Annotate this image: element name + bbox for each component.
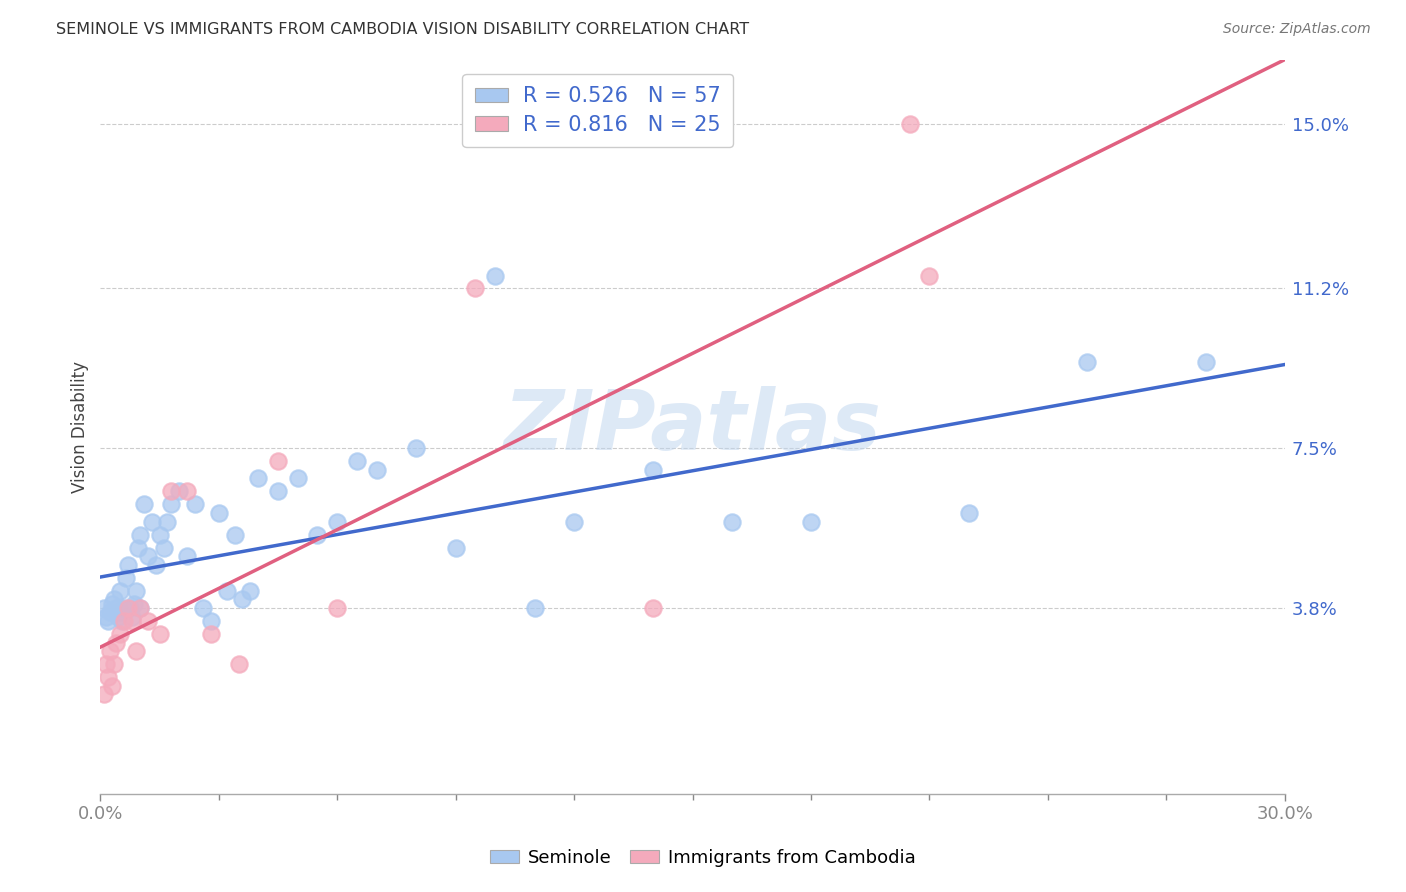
Point — [1195, 355, 1218, 369]
Point — [101, 597, 124, 611]
Point — [98, 605, 121, 619]
Point — [128, 601, 150, 615]
Point — [121, 614, 143, 628]
Point — [1076, 355, 1098, 369]
Point — [96, 609, 118, 624]
Point — [326, 601, 349, 615]
Point — [101, 679, 124, 693]
Point — [111, 614, 134, 628]
Point — [125, 583, 148, 598]
Point — [152, 541, 174, 555]
Point — [176, 549, 198, 564]
Point — [105, 635, 128, 649]
Point — [326, 515, 349, 529]
Point — [267, 454, 290, 468]
Point — [148, 627, 170, 641]
Point — [128, 527, 150, 541]
Y-axis label: Vision Disability: Vision Disability — [72, 360, 89, 492]
Point — [957, 506, 980, 520]
Point — [122, 597, 145, 611]
Point — [128, 601, 150, 615]
Point — [127, 541, 149, 555]
Point — [141, 515, 163, 529]
Point — [136, 549, 159, 564]
Point — [115, 571, 138, 585]
Point — [444, 541, 467, 555]
Point — [121, 609, 143, 624]
Point — [176, 484, 198, 499]
Point — [898, 117, 921, 131]
Point — [103, 657, 125, 672]
Point — [208, 506, 231, 520]
Point — [287, 471, 309, 485]
Point — [107, 609, 129, 624]
Point — [247, 471, 270, 485]
Point — [641, 601, 664, 615]
Point — [184, 497, 207, 511]
Point — [125, 644, 148, 658]
Point — [562, 515, 585, 529]
Point — [108, 583, 131, 598]
Point — [239, 583, 262, 598]
Point — [160, 497, 183, 511]
Point — [366, 463, 388, 477]
Point — [191, 601, 214, 615]
Point — [484, 268, 506, 283]
Point — [97, 670, 120, 684]
Point — [108, 627, 131, 641]
Point — [117, 601, 139, 615]
Point — [112, 614, 135, 628]
Point — [148, 527, 170, 541]
Text: SEMINOLE VS IMMIGRANTS FROM CAMBODIA VISION DISABILITY CORRELATION CHART: SEMINOLE VS IMMIGRANTS FROM CAMBODIA VIS… — [56, 22, 749, 37]
Point — [464, 281, 486, 295]
Point — [641, 463, 664, 477]
Point — [307, 527, 329, 541]
Point — [117, 558, 139, 572]
Text: Source: ZipAtlas.com: Source: ZipAtlas.com — [1223, 22, 1371, 37]
Point — [96, 657, 118, 672]
Point — [103, 592, 125, 607]
Point — [132, 497, 155, 511]
Legend: R = 0.526   N = 57, R = 0.816   N = 25: R = 0.526 N = 57, R = 0.816 N = 25 — [463, 74, 733, 147]
Point — [267, 484, 290, 499]
Point — [93, 601, 115, 615]
Text: ZIPatlas: ZIPatlas — [503, 386, 882, 467]
Point — [160, 484, 183, 499]
Point — [228, 657, 250, 672]
Point — [224, 527, 246, 541]
Point — [93, 687, 115, 701]
Point — [136, 614, 159, 628]
Point — [97, 614, 120, 628]
Point — [108, 605, 131, 619]
Point — [200, 627, 222, 641]
Legend: Seminole, Immigrants from Cambodia: Seminole, Immigrants from Cambodia — [484, 842, 922, 874]
Point — [346, 454, 368, 468]
Point — [721, 515, 744, 529]
Point — [523, 601, 546, 615]
Point — [105, 601, 128, 615]
Point — [405, 441, 427, 455]
Point — [112, 601, 135, 615]
Point — [215, 583, 238, 598]
Point — [231, 592, 253, 607]
Point — [918, 268, 941, 283]
Point — [800, 515, 823, 529]
Point — [98, 644, 121, 658]
Point — [145, 558, 167, 572]
Point — [156, 515, 179, 529]
Point — [200, 614, 222, 628]
Point — [169, 484, 191, 499]
Point — [118, 601, 141, 615]
